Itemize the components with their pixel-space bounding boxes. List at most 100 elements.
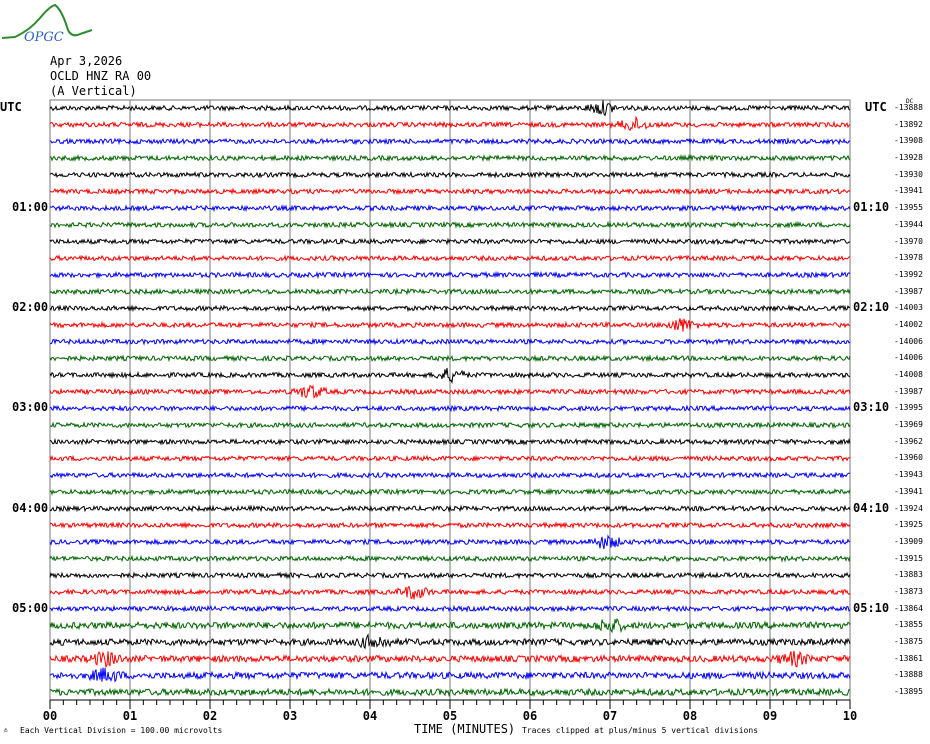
- seismic-trace: [49, 454, 851, 463]
- dc-offset-label: -13925: [894, 520, 923, 530]
- seismic-trace: [49, 367, 851, 385]
- dc-offset-label: -13987: [894, 286, 923, 296]
- dc-offset-label: -13861: [894, 653, 923, 663]
- seismic-trace: [49, 650, 851, 669]
- seismic-trace: [49, 237, 851, 246]
- seismic-trace: [49, 337, 851, 346]
- right-time-label: 02:10: [853, 300, 890, 315]
- dc-label: DC: [906, 98, 914, 105]
- seismic-trace: [49, 504, 851, 513]
- seismic-trace: [49, 687, 850, 698]
- dc-offset-label: -14006: [894, 353, 923, 363]
- right-time-label: 05:10: [853, 600, 890, 615]
- seismic-trace: [49, 254, 851, 263]
- seismic-trace: [49, 554, 851, 563]
- dc-offset-label: -13883: [894, 570, 923, 580]
- dc-offset-label: -13875: [894, 637, 923, 647]
- dc-offset-label: -13960: [894, 453, 923, 463]
- right-time-label: 03:10: [853, 400, 890, 415]
- dc-offset-label: -13941: [894, 486, 923, 496]
- seismic-trace: [49, 487, 851, 497]
- left-time-label: 03:00: [12, 400, 49, 415]
- scale-note: Each Vertical Division = 100.00 microvol…: [20, 726, 223, 735]
- seismic-trace: [49, 534, 851, 550]
- dc-offset-label: -14003: [894, 303, 923, 313]
- seismic-trace: [49, 667, 851, 683]
- x-tick-label: 04: [363, 709, 377, 723]
- dc-offset-label: -13987: [894, 386, 923, 396]
- seismic-trace: [49, 632, 851, 650]
- x-tick-label: 08: [683, 709, 697, 723]
- x-axis-label: TIME (MINUTES): [414, 722, 516, 736]
- seismic-trace: [49, 287, 851, 296]
- seismic-trace: [49, 270, 851, 280]
- component-label: (A Vertical): [50, 84, 137, 98]
- dc-offset-label: -13995: [894, 403, 923, 413]
- seismic-trace: [49, 617, 851, 634]
- x-tick-label: 02: [203, 709, 217, 723]
- dc-offset-label: -13928: [894, 153, 923, 163]
- seismic-trace: [49, 170, 851, 179]
- dc-offset-label: -13930: [894, 169, 923, 179]
- seismic-trace: [49, 100, 851, 117]
- dc-offset-label: -13943: [894, 470, 923, 480]
- dc-offset-label: -14006: [894, 336, 923, 346]
- dc-offset-label: -13892: [894, 119, 923, 129]
- seismic-trace: [49, 204, 851, 213]
- dc-offset-label: -13864: [894, 603, 923, 613]
- dc-offset-label: -13992: [894, 269, 923, 279]
- seismic-trace: [49, 220, 851, 229]
- dc-offset-label: -13915: [894, 553, 923, 563]
- x-tick-label: 01: [123, 709, 137, 723]
- left-time-label: 04:00: [12, 500, 49, 515]
- seismic-trace: [49, 318, 851, 332]
- x-tick-label: 07: [603, 709, 617, 723]
- dc-offset-label: -13873: [894, 587, 923, 596]
- opgc-logo: OPGC: [1, 3, 93, 45]
- right-time-label: 04:10: [853, 500, 890, 515]
- seismic-trace: [49, 421, 851, 430]
- dc-offset-label: -13908: [894, 136, 923, 146]
- seismic-trace: [49, 571, 851, 580]
- seismic-trace: [49, 384, 851, 399]
- seismic-trace: [49, 187, 851, 196]
- dc-offset-label: -14002: [894, 319, 923, 329]
- date-label: Apr 3,2026: [50, 54, 123, 68]
- mark-icon: ◬: [4, 726, 8, 733]
- dc-offset-label: -13955: [894, 203, 923, 213]
- dc-offset-label: -13924: [894, 503, 923, 513]
- dc-offset-label: -14008: [894, 370, 923, 380]
- seismic-trace: [49, 115, 851, 132]
- seismic-trace: [49, 437, 851, 446]
- seismic-trace: [49, 404, 851, 413]
- dc-offset-label: -13909: [894, 536, 923, 546]
- left-time-label: 01:00: [12, 200, 49, 215]
- x-tick-label: 00: [43, 709, 57, 723]
- x-tick-label: 05: [443, 709, 457, 723]
- dc-offset-label: -13941: [894, 186, 923, 196]
- seismic-trace: [49, 585, 851, 600]
- dc-offset-label: -13895: [894, 687, 923, 697]
- seismic-trace: [49, 153, 851, 163]
- left-time-label: 02:00: [12, 300, 49, 315]
- x-tick-label: 09: [763, 709, 777, 723]
- right-utc-title: UTC: [865, 100, 887, 114]
- seismic-trace: [49, 137, 851, 146]
- seismic-trace: [49, 604, 851, 613]
- dc-offset-label: -13855: [894, 620, 923, 630]
- dc-offset-label: -13978: [894, 253, 923, 263]
- x-tick-label: 06: [523, 709, 537, 723]
- dc-offset-label: -13962: [894, 436, 923, 446]
- left-utc-title: UTC: [0, 100, 22, 114]
- dc-offset-label: -13888: [894, 103, 923, 112]
- svg-text:OPGC: OPGC: [24, 30, 64, 45]
- left-time-label: 05:00: [12, 600, 49, 615]
- seismic-trace: [49, 521, 851, 530]
- clip-note: Traces clipped at plus/minus 5 vertical …: [522, 726, 759, 735]
- seismic-trace: [49, 354, 851, 363]
- x-tick-label: 03: [283, 709, 297, 723]
- x-tick-label: 10: [843, 709, 857, 723]
- dc-offset-label: -13970: [894, 236, 923, 246]
- dc-offset-label: -13888: [894, 670, 923, 680]
